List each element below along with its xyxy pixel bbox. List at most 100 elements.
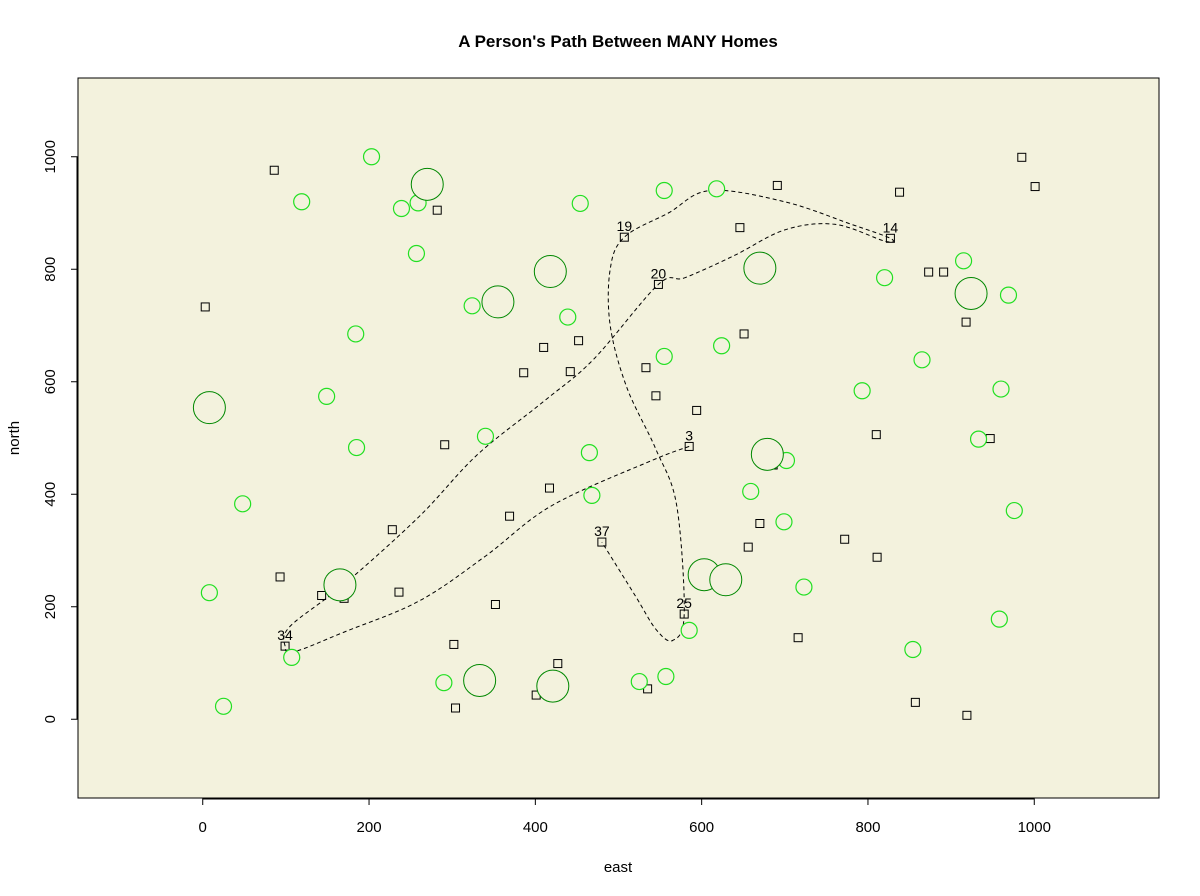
- home-marker: [597, 537, 607, 547]
- small-circle-point: [407, 244, 426, 263]
- circles-layer: [192, 148, 1023, 715]
- home-marker: [619, 232, 629, 242]
- home-marker: [793, 633, 803, 643]
- small-circle-point: [657, 667, 675, 686]
- home-marker: [939, 267, 949, 277]
- home-marker: [280, 641, 290, 651]
- y-axis: 0 200 400 600 800 1000: [42, 140, 78, 723]
- large-circle-point: [954, 276, 988, 310]
- home-marker: [387, 525, 397, 535]
- small-circle-point: [392, 199, 411, 218]
- point-label: 20: [651, 265, 667, 281]
- small-circle-point: [347, 325, 365, 343]
- home-marker: [755, 519, 765, 528]
- large-circle-point: [323, 568, 357, 602]
- home-marker: [840, 534, 850, 544]
- y-tick-label: 800: [42, 257, 59, 282]
- y-tick-label: 0: [42, 715, 59, 723]
- small-circle-point: [1005, 501, 1023, 520]
- home-marker: [895, 187, 905, 197]
- small-circle-point: [463, 297, 481, 315]
- y-tick-label: 200: [42, 594, 59, 619]
- home-marker: [200, 302, 210, 312]
- home-marker: [684, 441, 694, 451]
- x-tick-label: 800: [855, 819, 880, 836]
- small-circle-point: [559, 308, 577, 326]
- home-marker: [885, 233, 895, 243]
- home-marker: [961, 317, 971, 327]
- small-circle-point: [655, 347, 673, 366]
- x-tick-label: 0: [199, 819, 207, 836]
- travel-path-line: [283, 189, 894, 653]
- home-marker: [872, 552, 882, 562]
- home-marker: [440, 440, 450, 450]
- large-circle-point: [463, 663, 497, 697]
- small-circle-point: [795, 578, 813, 596]
- home-marker: [743, 542, 753, 552]
- small-circle-point: [913, 351, 931, 369]
- y-tick-label: 400: [42, 482, 59, 507]
- small-circle-point: [583, 486, 601, 504]
- home-marker: [772, 180, 782, 190]
- small-circle-point: [954, 252, 973, 270]
- small-circle-point: [234, 495, 252, 513]
- home-marker: [317, 591, 327, 600]
- point-label: 14: [883, 219, 899, 235]
- home-marker: [394, 587, 404, 597]
- home-marker: [544, 483, 554, 493]
- small-circle-point: [708, 180, 726, 198]
- home-marker: [432, 205, 442, 215]
- x-tick-label: 600: [689, 819, 714, 836]
- chart-title: A Person's Path Between MANY Homes: [458, 32, 778, 51]
- home-marker: [679, 609, 689, 619]
- small-circle-point: [293, 193, 311, 211]
- small-circle-point: [347, 438, 366, 457]
- home-marker: [871, 430, 881, 440]
- home-marker: [505, 511, 515, 521]
- large-circle-point: [709, 563, 743, 597]
- home-marker: [275, 572, 285, 582]
- small-circle-point: [969, 430, 988, 448]
- small-circle-point: [713, 337, 731, 355]
- small-circle-point: [904, 640, 922, 659]
- small-circle-point: [435, 674, 453, 692]
- large-circle-point: [481, 285, 515, 319]
- home-marker: [1030, 182, 1040, 192]
- large-circle-point: [410, 167, 444, 201]
- small-circle-point: [580, 444, 598, 462]
- labels-layer: 19 14 20 3 37 25 34: [277, 218, 898, 643]
- point-label: 34: [277, 627, 293, 643]
- x-tick-label: 1000: [1018, 819, 1051, 836]
- small-circle-point: [853, 382, 871, 400]
- home-marker: [519, 368, 529, 378]
- small-circle-point: [630, 672, 648, 691]
- small-circle-point: [875, 269, 894, 287]
- small-circle-point: [200, 584, 218, 602]
- small-circle-point: [283, 648, 301, 666]
- plot-frame: [77, 77, 1160, 799]
- home-marker: [1017, 152, 1027, 162]
- x-axis-title: east: [604, 859, 633, 876]
- large-circle-point: [533, 255, 567, 288]
- home-marker: [910, 697, 920, 707]
- home-marker: [739, 329, 749, 339]
- small-circle-point: [992, 380, 1010, 398]
- x-tick-label: 400: [523, 819, 548, 836]
- home-marker: [565, 367, 575, 377]
- y-axis-title: north: [6, 421, 23, 455]
- plot-region: [78, 78, 1159, 798]
- small-circle-point: [990, 610, 1008, 628]
- point-label: 3: [685, 427, 693, 443]
- home-marker: [641, 363, 651, 373]
- small-circle-point: [214, 697, 233, 715]
- small-circle-point: [742, 482, 760, 501]
- large-circle-point: [192, 391, 226, 425]
- home-marker: [692, 405, 702, 415]
- path-layer: [283, 189, 894, 653]
- point-label: 19: [617, 218, 633, 234]
- x-axis: 0 200 400 600 800 1000: [199, 798, 1051, 836]
- home-marker: [653, 279, 663, 289]
- small-circle-point: [476, 427, 495, 445]
- x-tick-label: 200: [357, 819, 382, 836]
- small-circle-point: [362, 148, 381, 166]
